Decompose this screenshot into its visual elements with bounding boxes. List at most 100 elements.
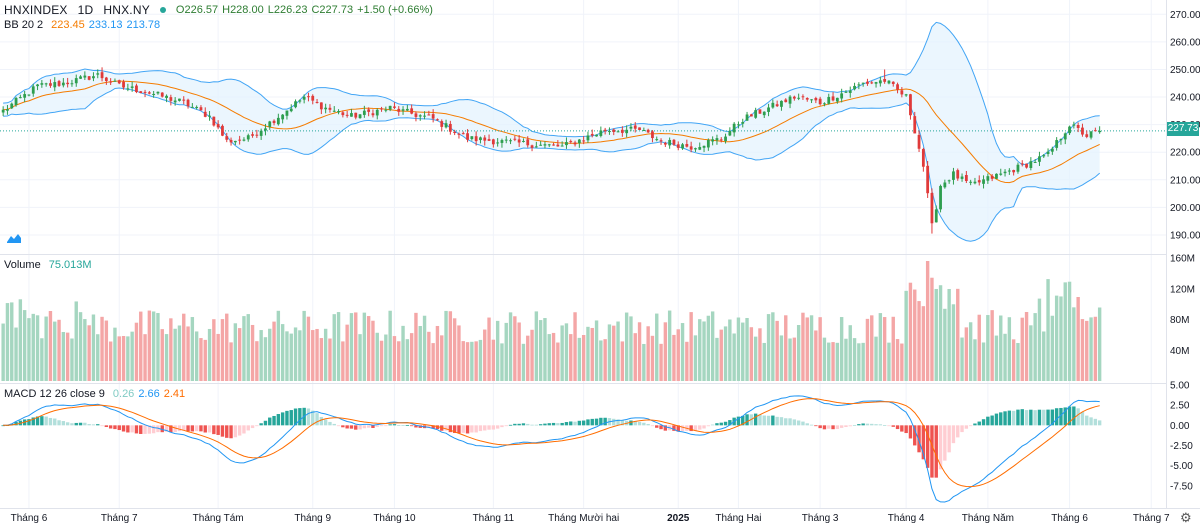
volume-bar — [401, 325, 405, 381]
volume-bar — [852, 338, 857, 381]
volume-bar — [164, 334, 169, 381]
candle-body — [87, 76, 91, 80]
macd-histogram-bar — [1011, 410, 1016, 426]
candle-body — [767, 107, 770, 112]
volume-bar — [104, 320, 109, 381]
macd-line — [3, 395, 1100, 503]
macd-histogram-bar — [857, 424, 861, 426]
macd-histogram-bar — [594, 418, 599, 426]
volume-bar — [448, 311, 453, 381]
candle-body — [835, 97, 839, 102]
pane-separator-price-volume[interactable] — [0, 254, 1166, 255]
candle-body — [49, 83, 52, 86]
volume-bar — [143, 334, 147, 381]
candle-body — [599, 130, 603, 136]
symbol-name[interactable]: HNXINDEX — [4, 3, 68, 17]
macd-histogram-bar — [861, 423, 865, 426]
macd-histogram-bar — [207, 425, 212, 433]
candle-body — [694, 148, 697, 150]
candle-body — [1016, 164, 1020, 172]
candle-body — [706, 140, 710, 148]
candle-body — [861, 82, 865, 84]
volume-bar — [547, 334, 551, 381]
volume-bar — [78, 312, 83, 381]
macd-histogram-bar — [495, 425, 500, 429]
volume-bar — [14, 327, 18, 381]
candle-body — [238, 139, 242, 141]
macd-histogram-bar — [900, 425, 904, 432]
candle-body — [930, 192, 934, 224]
candle-body — [362, 110, 366, 115]
volume-bar — [160, 329, 164, 381]
volume-bar — [968, 322, 973, 381]
candle-body — [410, 108, 414, 114]
candle-body — [444, 123, 448, 128]
interval[interactable]: 1D — [77, 3, 94, 17]
candle-body — [883, 78, 887, 82]
candle-body — [358, 114, 362, 119]
macd-histogram-bar — [315, 413, 319, 426]
macd-histogram-bar — [517, 423, 521, 426]
candle-body — [272, 120, 276, 124]
volume-legend[interactable]: Volume 75.013M — [4, 259, 92, 271]
market-status-dot — [159, 7, 166, 13]
macd-histogram-bar — [465, 425, 470, 434]
macd-histogram-bar — [741, 415, 745, 426]
macd-histogram-bar — [745, 414, 749, 426]
macd-histogram-bar — [831, 425, 835, 430]
volume-bar — [1046, 279, 1050, 381]
price-tick-label: 210.00 — [1170, 175, 1200, 186]
macd-histogram-bar — [242, 425, 246, 434]
macd-histogram-bar — [564, 422, 569, 426]
macd-histogram-bar — [1072, 406, 1076, 426]
bb-legend[interactable]: BB 20 2 223.45 233.13 213.78 — [4, 19, 160, 31]
candle-body — [1081, 127, 1084, 135]
volume-bar — [130, 331, 134, 381]
candle-body — [199, 107, 203, 111]
candle-body — [418, 115, 422, 117]
candle-body — [642, 130, 646, 132]
volume-bar — [53, 321, 57, 381]
macd-histogram-bar — [719, 422, 723, 426]
macd-histogram-bar — [203, 425, 207, 433]
volume-bar — [272, 321, 276, 381]
volume-bar — [1097, 307, 1102, 381]
volume-bar — [986, 315, 990, 381]
macd-histogram-bar — [457, 425, 461, 434]
macd-histogram-bar — [461, 425, 465, 433]
signal-line — [3, 398, 1100, 488]
candle-body — [556, 144, 560, 147]
macd-histogram-bar — [1063, 407, 1067, 426]
macd-histogram-bar — [134, 425, 139, 434]
volume-bar — [1063, 282, 1067, 381]
macd-histogram-bar — [766, 415, 771, 426]
candle-body — [732, 123, 736, 133]
macd-legend[interactable]: MACD 12 26 close 9 0.26 2.66 2.41 — [4, 388, 185, 400]
volume-bar — [113, 327, 117, 381]
candle-body — [878, 80, 882, 84]
settings-gear-icon[interactable]: ⚙ — [1180, 510, 1192, 525]
pane-separator-volume-macd[interactable] — [0, 383, 1166, 384]
candle-body — [225, 136, 229, 140]
candle-body — [302, 96, 306, 100]
candle-body — [453, 131, 457, 134]
candle-body — [147, 92, 151, 94]
volume-bar — [736, 317, 741, 381]
macd-histogram-bar — [229, 425, 233, 439]
candle-body — [646, 129, 650, 133]
macd-histogram-bar — [943, 425, 947, 461]
volume-bar — [358, 334, 362, 381]
volume-bar — [1024, 311, 1029, 381]
time-tick-label: Tháng 7 — [1133, 513, 1170, 524]
macd-histogram-bar — [156, 425, 160, 433]
macd-tick-label: 5.00 — [1170, 381, 1190, 392]
macd-histogram-bar — [771, 415, 775, 426]
volume-bar — [108, 341, 113, 381]
tradingview-logo-icon[interactable] — [6, 232, 22, 244]
time-tick-label: Tháng 10 — [373, 513, 416, 524]
main-legend: HNXINDEX 1D HNX.NY O226.57 H228.00 L226.… — [4, 3, 433, 17]
candle-body — [457, 133, 461, 135]
macd-histogram-bar — [259, 423, 263, 426]
candle-body — [143, 91, 147, 93]
